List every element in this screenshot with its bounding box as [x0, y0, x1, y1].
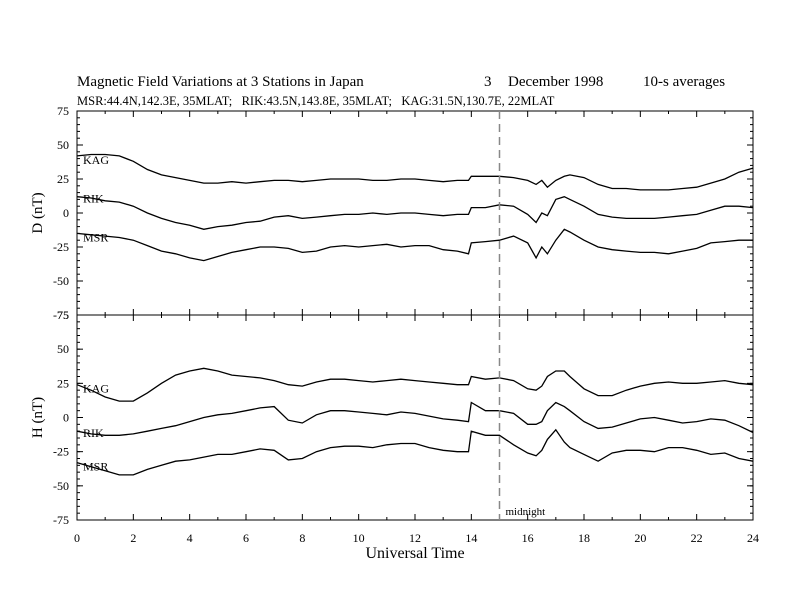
- chart-subtitle-stations: MSR:44.4N,142.3E, 35MLAT; RIK:43.5N,143.…: [77, 94, 555, 108]
- x-tick-label: 24: [747, 531, 759, 545]
- series-label-msr: MSR: [83, 460, 108, 474]
- y-tick-label-H: 75: [57, 308, 69, 322]
- x-tick-label: 20: [634, 531, 646, 545]
- y-tick-label-D: 50: [57, 138, 69, 152]
- y-tick-label-H: 0: [63, 411, 69, 425]
- y-tick-label-H: 50: [57, 342, 69, 356]
- series-line-kag-H: [76, 367, 754, 402]
- x-tick-label: 0: [74, 531, 80, 545]
- x-tick-label: 16: [522, 531, 534, 545]
- y-tick-label-D: 25: [57, 172, 69, 186]
- chart-title-month-year: December 1998: [508, 74, 604, 90]
- midnight-label: midnight: [506, 506, 546, 518]
- series-line-msr-H: [76, 428, 754, 476]
- x-tick-label: 14: [465, 531, 477, 545]
- y-tick-label-H: -75: [53, 513, 69, 527]
- x-tick-label: 4: [187, 531, 193, 545]
- y-tick-label-H: 25: [57, 376, 69, 390]
- x-tick-label: 2: [130, 531, 136, 545]
- y-tick-label-D: -75: [53, 308, 69, 322]
- y-tick-label-H: -50: [53, 479, 69, 493]
- series-label-rik: RIK: [83, 426, 104, 440]
- series-label-kag: KAG: [83, 382, 109, 396]
- series-label-msr: MSR: [83, 230, 108, 244]
- y-tick-label-D: -25: [53, 240, 69, 254]
- y-axis-label-D: D (nT): [30, 192, 46, 233]
- x-tick-label: 8: [299, 531, 305, 545]
- series-line-msr-D: [76, 228, 753, 262]
- x-tick-label: 10: [353, 531, 365, 545]
- y-tick-label-D: -50: [53, 274, 69, 288]
- series-line-rik-H: [76, 401, 754, 436]
- series-line-kag-D: [76, 153, 754, 191]
- series-line-rik-D: [76, 196, 754, 230]
- x-tick-label: 18: [578, 531, 590, 545]
- x-tick-label: 6: [243, 531, 249, 545]
- y-tick-label-D: 0: [63, 206, 69, 220]
- y-axis-label-H: H (nT): [30, 397, 46, 438]
- chart-title: Magnetic Field Variations at 3 Stations …: [77, 74, 364, 90]
- chart-title-day: 3: [484, 74, 492, 90]
- series-label-kag: KAG: [83, 153, 109, 167]
- x-tick-label: 12: [409, 531, 421, 545]
- series-label-rik: RIK: [83, 192, 104, 206]
- x-tick-label: 22: [691, 531, 703, 545]
- x-axis-label: Universal Time: [365, 545, 464, 562]
- y-tick-label-H: -25: [53, 445, 69, 459]
- y-tick-label-D: 75: [57, 104, 69, 118]
- chart-title-averaging: 10-s averages: [643, 74, 726, 90]
